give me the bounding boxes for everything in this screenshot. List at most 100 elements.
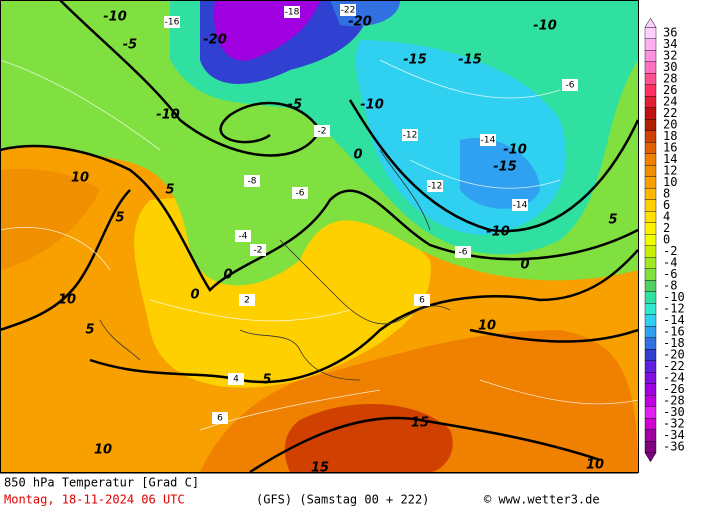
- legend-label: 36: [663, 26, 677, 40]
- legend-swatch: [644, 211, 657, 223]
- label-box: [480, 134, 496, 146]
- legend-label: 2: [663, 221, 670, 235]
- legend-swatch: [644, 50, 657, 62]
- contour-label: 5: [85, 323, 94, 338]
- legend-swatch: [644, 84, 657, 97]
- legend-label: -4: [663, 256, 677, 270]
- legend-label: -20: [663, 348, 685, 362]
- legend-swatch: [644, 38, 657, 51]
- legend-label: -16: [663, 325, 685, 339]
- contour-label: -10: [486, 225, 510, 240]
- legend-label: 4: [663, 210, 670, 224]
- field-orange-w: [0, 168, 100, 270]
- legend-label: -14: [663, 313, 685, 327]
- contour-label: -15: [458, 53, 482, 68]
- contour-label: 5: [165, 183, 174, 198]
- legend-swatch: [644, 119, 657, 131]
- contour-label: -10: [103, 10, 127, 25]
- contour-label: -4: [239, 232, 248, 242]
- legend-swatch: [644, 234, 657, 246]
- legend-swatch: [644, 245, 657, 258]
- legend-label: 8: [663, 187, 670, 201]
- contour-label: 0: [520, 258, 529, 273]
- legend-label: 22: [663, 106, 677, 120]
- legend-swatch: [644, 107, 657, 120]
- footer-title: 850 hPa Temperatur [Grad C]: [4, 476, 199, 490]
- contour-label: -2: [254, 246, 263, 256]
- legend-swatch: [644, 165, 657, 177]
- legend-label: -36: [663, 440, 685, 454]
- contour-label: -10: [503, 143, 527, 158]
- contour-label: 10: [94, 443, 112, 458]
- legend-label: 30: [663, 60, 677, 74]
- footer-credit: © www.wetter3.de: [484, 493, 600, 507]
- legend-swatch: [644, 360, 657, 373]
- footer-date: Montag, 18-11-2024 06 UTC: [4, 493, 185, 507]
- legend-swatch: [644, 176, 657, 189]
- label-box: [292, 187, 308, 199]
- legend-label: 6: [663, 198, 670, 212]
- legend-swatch: [644, 303, 657, 315]
- legend-label: -10: [663, 290, 685, 304]
- contour-label: 15: [311, 461, 329, 476]
- coastlines: [99, 149, 451, 381]
- contour-label: -10: [156, 108, 180, 123]
- contour-label: -8: [248, 177, 257, 187]
- legend-swatch: [644, 268, 657, 281]
- legend-swatch: [644, 429, 657, 442]
- contour-label: 5: [115, 211, 124, 226]
- label-box: [250, 244, 266, 256]
- contour-label: -6: [296, 189, 305, 199]
- contour-label: 0: [223, 268, 232, 283]
- legend-swatch: [644, 153, 657, 166]
- legend-label: -2: [663, 244, 677, 258]
- isolines: [0, 59, 638, 431]
- legend-label: -32: [663, 417, 685, 431]
- legend-swatch: [644, 337, 657, 350]
- contour-label: 6: [419, 296, 425, 306]
- legend-arrow-bottom: [644, 452, 657, 463]
- contour-label: -12: [428, 182, 443, 192]
- legend-label: 26: [663, 83, 677, 97]
- legend-swatch: [644, 349, 657, 361]
- contour-label: 4: [233, 375, 239, 385]
- legend-swatch: [644, 73, 657, 85]
- contour-label: -14: [481, 136, 496, 146]
- legend-swatch: [644, 130, 657, 143]
- contour-label: -10: [360, 98, 384, 113]
- legend-label: 24: [663, 95, 677, 109]
- legend-label: 14: [663, 152, 677, 166]
- legend-label: -6: [663, 267, 677, 281]
- legend-label: 10: [663, 175, 677, 189]
- contour-label: -16: [165, 18, 180, 28]
- legend-label: -26: [663, 382, 685, 396]
- legend-swatch: [644, 395, 657, 407]
- contour-label: 0: [190, 288, 199, 303]
- contour-label: -5: [288, 98, 302, 113]
- legend-swatch: [644, 222, 657, 235]
- legend-label: 28: [663, 72, 677, 86]
- label-box: [340, 4, 356, 16]
- legend-label: -12: [663, 302, 685, 316]
- contour-label: 0: [353, 148, 362, 163]
- legend-swatch: [644, 96, 657, 108]
- label-box: [212, 412, 228, 424]
- contour-label: -2: [318, 127, 327, 137]
- label-box: [512, 199, 528, 211]
- legend-label: 20: [663, 118, 677, 132]
- contour-label: 6: [217, 414, 223, 424]
- label-box: [244, 175, 260, 187]
- legend-label: -18: [663, 336, 685, 350]
- label-box: [402, 129, 418, 141]
- contour-label: -15: [493, 160, 517, 175]
- legend-swatch: [644, 406, 657, 419]
- field-red: [284, 403, 453, 472]
- legend-label: 16: [663, 141, 677, 155]
- legend-swatch: [644, 142, 657, 154]
- contour-label: 10: [71, 171, 89, 186]
- label-box: [239, 294, 255, 306]
- contour-label: -10: [533, 19, 557, 34]
- contour-label: -12: [403, 131, 418, 141]
- legend-label: 32: [663, 49, 677, 63]
